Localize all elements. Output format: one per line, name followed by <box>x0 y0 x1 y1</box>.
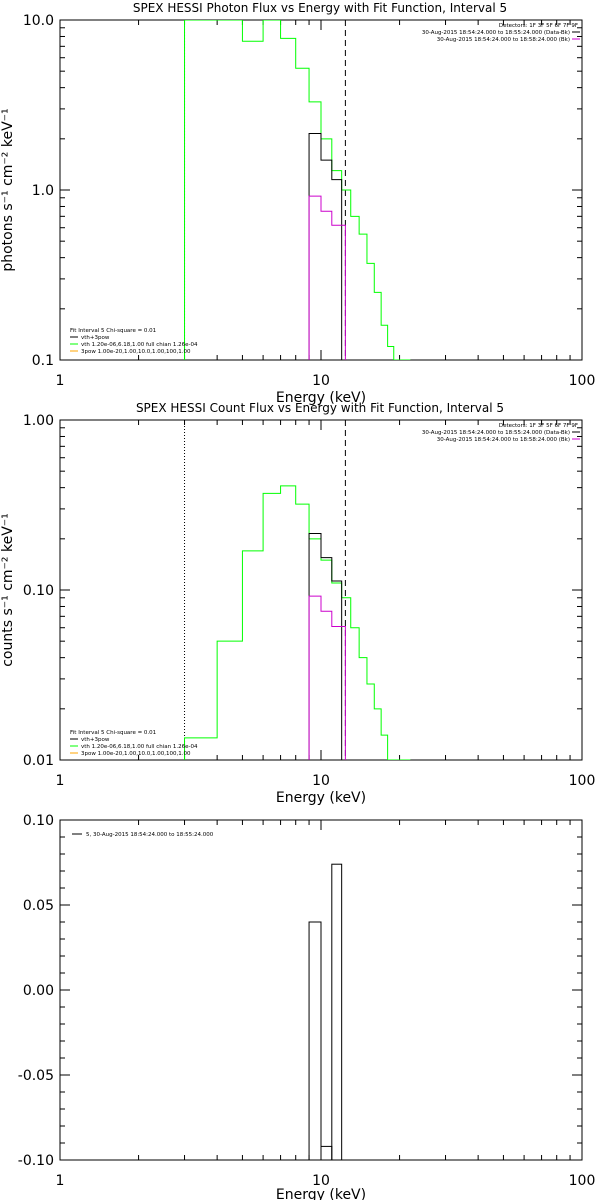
residual-box <box>331 863 343 1161</box>
series-vth <box>308 595 346 760</box>
panel2-fit-legend: Fit Interval 5 Chi-square = 0.01 vth+3po… <box>70 730 198 757</box>
panel1-xtick-label: 100 <box>569 373 596 389</box>
residual-box <box>320 1145 333 1161</box>
series-vth-3pow <box>184 20 411 360</box>
photon-flux-panel: SPEX HESSI Photon Flux vs Energy with Fi… <box>0 1 595 406</box>
residuals-panel: 1 10 100 -0.10 -0.05 0.00 0.05 0.10 Ener… <box>18 813 596 1200</box>
panel3-legend-interval: 5, 30-Aug-2015 18:54:24.000 to 18:55:24.… <box>86 832 214 838</box>
panel2-x-axis-label: Energy (keV) <box>276 790 366 806</box>
panel1-header: Detectors: 1F 3F 5F 6F 7F 9F 30-Aug-2015… <box>422 23 580 43</box>
panel1-legend-fit-interval: Fit Interval 5 Chi-square = 0.01 <box>70 328 156 334</box>
panel3-ytick-label: 0.05 <box>23 898 54 914</box>
panel3-ytick-label: -0.10 <box>18 1153 54 1169</box>
count-flux-panel: SPEX HESSI Count Flux vs Energy with Fit… <box>0 401 595 806</box>
panel3-ytick-label: 0.10 <box>23 813 54 829</box>
panel2-ytick-label: 0.01 <box>23 753 54 769</box>
panel1-data-marks <box>184 20 411 360</box>
panel1-fit-legend: Fit Interval 5 Chi-square = 0.01 vth+3po… <box>70 328 198 355</box>
panel2-xtick-label: 1 <box>56 773 65 789</box>
panel1-xtick-label: 10 <box>312 373 330 389</box>
panel3-legend: 5, 30-Aug-2015 18:54:24.000 to 18:55:24.… <box>72 832 214 838</box>
panel1-legend-total: vth+3pow <box>81 335 110 341</box>
panel1-ytick-label: 10.0 <box>23 13 54 29</box>
panel2-y-axis-label: counts s⁻¹ cm⁻² keV⁻¹ <box>0 513 16 667</box>
panel3-xtick-label: 1 <box>56 1173 65 1189</box>
panel1-xtick-label: 1 <box>56 373 65 389</box>
panel1-bk-interval-text: 30-Aug-2015 18:54:24.000 to 18:58:24.000… <box>437 37 570 43</box>
panel1-ytick-label: 1.0 <box>32 183 54 199</box>
panel2-legend-pow: 3pow 1.00e-20,1.00,10.0,1.00,100,1.00 <box>81 751 191 757</box>
panel2-ytick-label: 1.00 <box>23 413 54 429</box>
panel1-y-axis-label: photons s⁻¹ cm⁻² keV⁻¹ <box>0 108 16 271</box>
panel1-x-axis-label: Energy (keV) <box>276 390 366 406</box>
panel1-tick-marks <box>59 19 583 361</box>
panel2-data-marks <box>184 420 411 760</box>
panel3-x-axis-label: Energy (keV) <box>276 1187 366 1200</box>
panel2-title: SPEX HESSI Count Flux vs Energy with Fit… <box>136 401 504 415</box>
panel2-xtick-label: 100 <box>569 773 596 789</box>
panel2-detectors-text: Detectors: 1F 3F 5F 6F 7F 9F <box>499 423 578 429</box>
panel2-tick-marks <box>59 419 583 761</box>
series-data-bk <box>308 532 343 760</box>
panel3-ytick-label: -0.05 <box>18 1068 54 1084</box>
series-data-bk <box>308 132 343 360</box>
residual-box <box>308 921 322 1161</box>
panel3-xtick-label: 100 <box>569 1173 596 1189</box>
panel3-tick-marks <box>59 819 583 1161</box>
panel1-data-interval-text: 30-Aug-2015 18:54:24.000 to 18:55:24.000… <box>422 30 570 36</box>
panel2-header: Detectors: 1F 3F 5F 6F 7F 9F 30-Aug-2015… <box>422 423 580 443</box>
panel3-data-marks <box>308 863 343 1161</box>
panel1-plot-frame <box>59 19 583 361</box>
panel2-bk-interval-text: 30-Aug-2015 18:54:24.000 to 18:58:24.000… <box>437 437 570 443</box>
panel2-legend-total: vth+3pow <box>81 737 110 743</box>
panel1-title: SPEX HESSI Photon Flux vs Energy with Fi… <box>133 1 507 15</box>
panel1-detectors-text: Detectors: 1F 3F 5F 6F 7F 9F <box>499 23 578 29</box>
series-vth <box>308 195 346 360</box>
panel2-legend-fit-interval: Fit Interval 5 Chi-square = 0.01 <box>70 730 156 736</box>
panel2-data-interval-text: 30-Aug-2015 18:54:24.000 to 18:55:24.000… <box>422 430 570 436</box>
clipped-series <box>184 20 411 360</box>
panel3-xtick-label: 10 <box>312 1173 330 1189</box>
panel2-legend-vth: vth 1.20e-06,6.18,1.00 full chian 1.26e-… <box>81 744 198 750</box>
panel1-legend-vth: vth 1.20e-06,6.18,1.00 full chian 1.26e-… <box>81 342 198 348</box>
panel3-ytick-label: 0.00 <box>23 983 54 999</box>
clipped-series <box>184 420 411 760</box>
panel2-xtick-label: 10 <box>312 773 330 789</box>
panel1-ytick-label: 0.1 <box>32 353 54 369</box>
panel1-legend-pow: 3pow 1.00e-20,1.00,10.0,1.00,100,1.00 <box>81 349 191 355</box>
panel2-ytick-label: 0.10 <box>23 583 54 599</box>
series-vth-3pow <box>184 485 411 760</box>
panel2-plot-frame <box>59 419 583 761</box>
